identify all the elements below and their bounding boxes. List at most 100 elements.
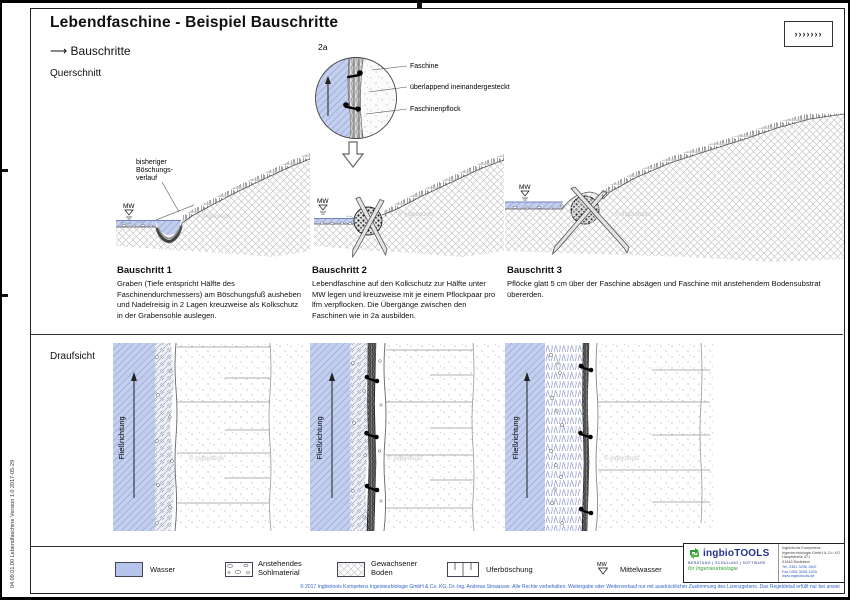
address-line: Hauptstraße 471: [782, 555, 811, 560]
fax-line: Fax 0351 3206 1509: [782, 569, 817, 574]
page-title: Lebendfaschine - Beispiel Bauschritte: [50, 14, 339, 31]
draufsicht-panel-3: Fließrichtung © Ingbiotools: [505, 343, 715, 531]
copyright-line: © 2017 Ingbiotools Kompetenz Ingenieurbi…: [300, 584, 840, 590]
brand-icon: [690, 548, 699, 559]
bank-soil: [176, 343, 309, 531]
slope-lines: [177, 343, 272, 531]
brand-tagline: für Ingenieurbiologie: [688, 566, 738, 572]
legend-label-sohlmaterial: Anstehendes Sohlmaterial: [258, 559, 302, 577]
vegetation-stones: [548, 352, 564, 525]
detail-circle-content: [315, 57, 397, 139]
address-line: Ingbiotools Kompetenz: [782, 546, 821, 550]
ground-hatch: [116, 159, 310, 257]
callout-faschine: Faschine: [410, 63, 439, 70]
watermark: © Ingbiotools: [387, 455, 422, 462]
down-arrow-icon: [341, 141, 365, 168]
detail-soil: [360, 57, 397, 139]
water-strip: [505, 202, 562, 209]
detail-circle-outline: [315, 57, 397, 139]
shore-stones: [351, 361, 367, 519]
brand-services: BERATUNG | SCHULUNG | SOFTWARE: [688, 561, 766, 565]
callout-leader-lines: [365, 65, 408, 115]
faschine-line: [581, 343, 590, 531]
step-1: Bauschritt 1 Graben (Tiefe entspricht Hä…: [117, 265, 305, 322]
detail-label: 2a: [318, 42, 328, 52]
section-separator-line: [31, 334, 843, 335]
former-slope-line: [155, 204, 195, 221]
slope-lines: [386, 343, 475, 531]
callout-pflock: Faschinenpflock: [410, 106, 461, 113]
flow-label: Fließrichtung: [117, 416, 126, 459]
watermark: © Ingbiotools: [189, 455, 224, 462]
water-band: [505, 343, 545, 531]
bank-edge-line: [595, 343, 599, 531]
watermark: © Ingbiotools: [604, 455, 639, 462]
bank-edge-line: [174, 343, 178, 531]
legend-label-mittelwasser: Mittelwasser: [620, 565, 662, 574]
brushwood-band: [155, 343, 175, 531]
pflock-stakes: [352, 196, 388, 259]
bed-stones: [121, 224, 153, 228]
querschnitt-diagram-2: MW © Ingbiotools: [314, 154, 504, 259]
website-link[interactable]: www.ingbiotools.de: [782, 574, 815, 579]
water-strip: [116, 220, 156, 227]
legend-label-ufer: Uferböschung: [486, 565, 533, 574]
detail-pflock-pair-1: [347, 70, 363, 79]
svg-text:MW: MW: [317, 198, 329, 205]
brand-block: ingbioTOOLS BERATUNG | SCHULUNG | SOFTWA…: [684, 544, 779, 582]
mw-symbol: MW: [317, 198, 329, 215]
company-address: Ingbiotools Kompetenz Ingenieurbiologie …: [779, 544, 844, 582]
kolkschutz-layer-outer: [155, 225, 183, 244]
water-strip: [314, 218, 356, 224]
watermark: © Ingbiotools: [196, 213, 231, 220]
fold-mark-top: [417, 2, 422, 8]
svg-text:MW: MW: [123, 203, 135, 210]
former-slope-label: bisheriger Böschungs- verlauf: [136, 159, 180, 213]
waterline-scribble: [345, 215, 357, 219]
water-band: [310, 343, 350, 531]
bed-stones: [319, 221, 352, 225]
long-arrow-icon: ⟶: [50, 44, 68, 58]
svg-text:Böschungs-: Böschungs-: [136, 167, 174, 174]
step-2: Bauschritt 2 Lebendfaschine auf den Kolk…: [312, 265, 500, 322]
flow-arrow: [329, 372, 335, 498]
pflock-pairs: [364, 374, 380, 493]
legend-separator-line: [31, 546, 843, 547]
vegetation-band: [545, 343, 584, 531]
next-page-button[interactable]: ›››››››: [784, 21, 833, 47]
slope-lines: [598, 343, 710, 524]
subtitle: ⟶ Bauschritte: [50, 44, 131, 58]
brand-name: ingbioTOOLS: [703, 548, 770, 559]
svg-text:verlauf: verlauf: [136, 175, 157, 182]
step-1-title: Bauschritt 1: [117, 265, 172, 276]
detail-water: [315, 57, 350, 139]
querschnitt-diagram-3: MW © Ingbiotools: [505, 113, 844, 262]
legend-swatch-boden: [337, 562, 365, 577]
step-3-title: Bauschritt 3: [507, 265, 562, 276]
step-1-text: Graben (Tiefe entspricht Hälfte des Fasc…: [117, 279, 302, 320]
detail-pflock-pair-2: [343, 102, 361, 112]
detail-figure-2a: 2a Faschine überlappend in: [315, 42, 510, 139]
chevrons-icon: ›››››››: [794, 29, 823, 39]
draufsicht-panel-1: Fließrichtung © Ingbiotools: [113, 343, 309, 531]
ground-hatch: [314, 160, 504, 257]
address-line: 01445 Radebeul: [782, 560, 810, 565]
section-label-draufsicht: Draufsicht: [50, 351, 96, 362]
address-line: Ingenieurbiologie GmbH & Co. KG: [782, 550, 841, 555]
kolkschutz-layer-inner: [157, 224, 181, 240]
bank-soil: [385, 343, 506, 531]
legend-label-boden: Gewachsener Boden: [371, 559, 418, 577]
step-3-text: Pflöcke glatt 5 cm über der Faschine abs…: [507, 279, 821, 299]
grass-band: [384, 154, 504, 217]
flow-label: Fließrichtung: [315, 416, 324, 459]
section-label-querschnitt: Querschnitt: [50, 68, 102, 79]
svg-text:MW: MW: [597, 562, 608, 568]
faschine-line: [366, 343, 377, 531]
mw-symbol: MW: [123, 203, 135, 220]
waterline-scribble: [119, 221, 145, 225]
drawing-frame: [30, 8, 845, 594]
trench-water: [156, 220, 181, 236]
flow-arrow: [131, 372, 137, 498]
step-2-title: Bauschritt 2: [312, 265, 367, 276]
